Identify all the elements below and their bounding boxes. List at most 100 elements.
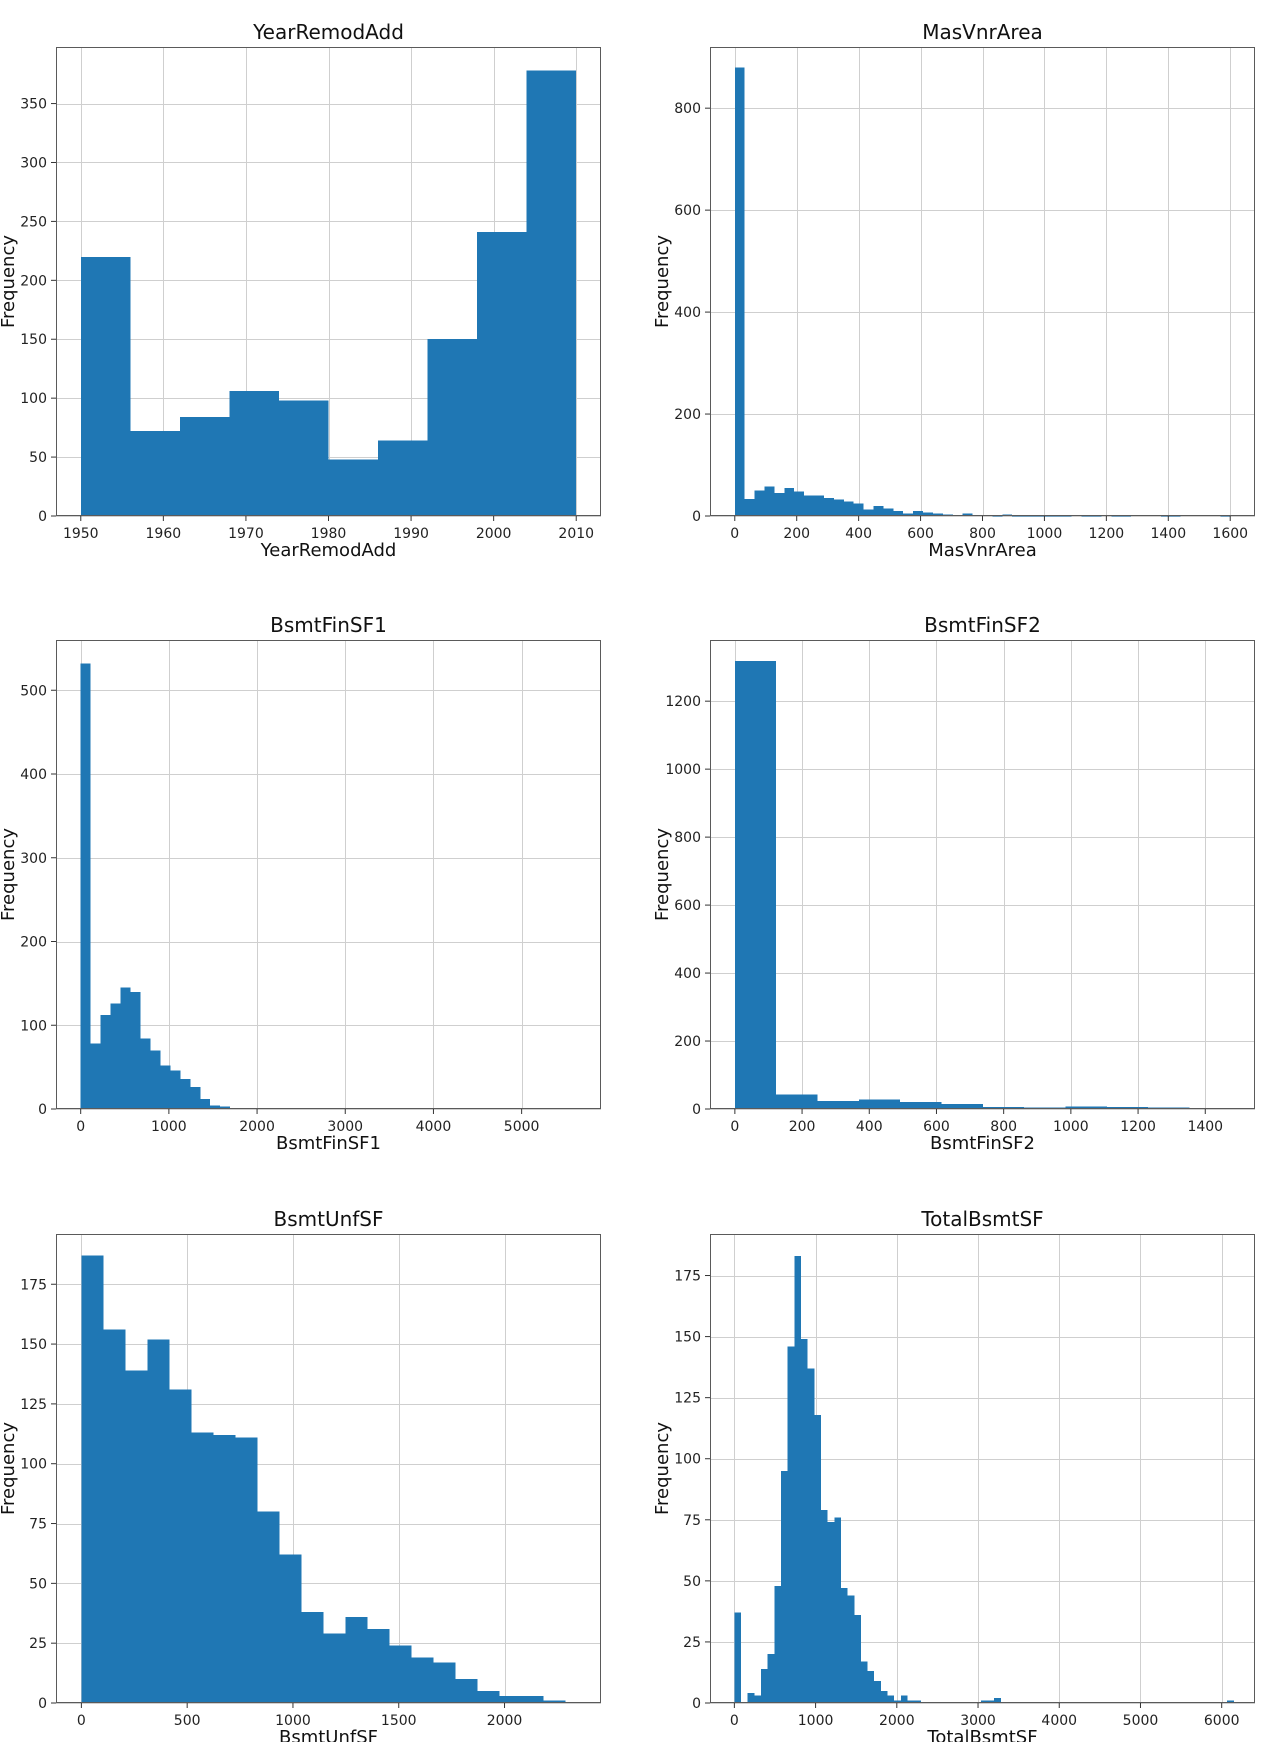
y-tick-label: 1000 xyxy=(665,762,701,778)
y-tick-label: 350 xyxy=(20,97,47,113)
histogram-bar xyxy=(834,1517,841,1703)
y-axis-label: Frequency xyxy=(652,235,673,328)
histogram-bar xyxy=(110,1003,121,1109)
y-tick-label: 25 xyxy=(29,1636,47,1652)
y-axis-label: Frequency xyxy=(652,1422,673,1515)
histogram-panel-BsmtFinSF2: 0 200 400 600 800 1000 1200 1400 0 200 400 600 800 10… xyxy=(652,613,1255,1154)
y-tick-label: 100 xyxy=(20,1018,47,1034)
histogram-bar xyxy=(235,1437,258,1703)
histogram-bar xyxy=(278,400,329,516)
histogram-bar xyxy=(794,491,805,516)
histogram-bar xyxy=(817,1101,859,1109)
histogram-bar xyxy=(190,1087,201,1109)
histogram-bar xyxy=(140,1038,151,1109)
histogram-bar xyxy=(455,1679,478,1703)
histogram-bar xyxy=(807,1368,815,1703)
y-tick-label: 800 xyxy=(674,101,701,117)
x-tick-label: 1970 xyxy=(228,526,264,542)
histogram-bar xyxy=(858,1099,901,1109)
x-tick-label: 200 xyxy=(783,526,810,542)
histogram-bar xyxy=(103,1329,126,1703)
histogram-bar xyxy=(780,1470,788,1703)
x-axis-label: BsmtFinSF2 xyxy=(930,1133,1035,1154)
histogram-bar xyxy=(853,503,864,516)
histogram-bar xyxy=(433,1662,456,1703)
x-tick-label: 1200 xyxy=(1120,1119,1156,1135)
histogram-bar xyxy=(761,1668,768,1703)
histogram-bar xyxy=(776,1094,818,1109)
histogram-panel-MasVnrArea: 0 200 400 600 800 1000 1200 1400 1600 0 200 400 600 8… xyxy=(652,20,1255,561)
y-tick-label: 150 xyxy=(20,1337,47,1353)
y-tick-label: 0 xyxy=(692,1102,701,1118)
histogram-panel-TotalBsmtSF: 0 1000 2000 3000 4000 5000 6000 0 25 50 75 100 125 15… xyxy=(652,1207,1255,1742)
x-tick-label: 1000 xyxy=(798,1713,834,1729)
x-tick-label: 4000 xyxy=(1041,1713,1077,1729)
histogram-bar xyxy=(257,1511,280,1703)
histogram-bar xyxy=(814,1414,821,1703)
x-tick-label: 1950 xyxy=(63,526,99,542)
histogram-bar xyxy=(367,1628,390,1703)
histogram-bar xyxy=(279,1554,302,1703)
plot-frame xyxy=(710,640,1255,1109)
histogram-bar xyxy=(200,1098,211,1109)
y-tick-label: 1200 xyxy=(665,694,701,710)
histogram-bar xyxy=(814,495,824,516)
histogram-bar xyxy=(80,663,91,1109)
histogram-bar xyxy=(913,510,924,516)
x-tick-label: 400 xyxy=(845,526,872,542)
x-tick-label: 1000 xyxy=(275,1713,311,1729)
histogram-bar xyxy=(734,67,745,517)
x-tick-label: 2000 xyxy=(487,1713,523,1729)
histogram-bar xyxy=(900,1101,942,1109)
histogram-bar xyxy=(1106,1106,1149,1109)
histogram-panel-BsmtUnfSF: 0 500 1000 1500 2000 0 25 50 75 100 125 150 175 BsmtU… xyxy=(0,1207,601,1742)
histogram-bar xyxy=(840,1588,848,1703)
histogram-bar xyxy=(147,1339,170,1703)
histogram-bar xyxy=(994,1698,1001,1703)
y-tick-label: 250 xyxy=(20,214,47,230)
x-tick-label: 1400 xyxy=(1150,526,1186,542)
histogram-bar xyxy=(179,417,230,516)
histogram-bar xyxy=(210,1105,221,1109)
x-tick-label: 1500 xyxy=(381,1713,417,1729)
histogram-bar xyxy=(744,499,755,516)
x-tick-label: 1980 xyxy=(311,526,347,542)
y-tick-label: 175 xyxy=(674,1269,701,1285)
x-axis-label: YearRemodAdd xyxy=(260,540,397,561)
chart-title: BsmtUnfSF xyxy=(273,1207,383,1231)
histogram-bar xyxy=(987,1700,995,1703)
histogram-bar xyxy=(345,1616,368,1703)
x-tick-label: 1400 xyxy=(1187,1119,1223,1135)
histogram-bar xyxy=(747,1693,755,1703)
histogram-bar xyxy=(100,1015,111,1109)
chart-title: YearRemodAdd xyxy=(252,20,404,44)
plot-frame xyxy=(56,47,601,516)
y-tick-label: 175 xyxy=(20,1277,47,1293)
histogram-bar xyxy=(843,501,854,516)
y-tick-label: 600 xyxy=(674,203,701,219)
x-tick-label: 2000 xyxy=(239,1119,275,1135)
plot-frame xyxy=(56,640,601,1109)
histogram-bar xyxy=(130,431,180,516)
x-tick-label: 200 xyxy=(789,1119,816,1135)
histogram-bar xyxy=(499,1695,522,1703)
histogram-bar xyxy=(827,1522,835,1703)
histogram-bar xyxy=(120,987,131,1109)
histogram-bar xyxy=(80,256,131,516)
histogram-bar xyxy=(774,1585,781,1703)
y-tick-label: 600 xyxy=(674,898,701,914)
y-tick-label: 0 xyxy=(38,1102,47,1118)
x-tick-label: 1600 xyxy=(1212,526,1248,542)
histogram-bar xyxy=(923,512,933,516)
histogram-bar xyxy=(170,1070,181,1109)
y-tick-label: 500 xyxy=(20,683,47,699)
x-tick-label: 4000 xyxy=(416,1119,452,1135)
histogram-bar xyxy=(521,1695,544,1703)
histogram-panel-BsmtFinSF1: 0 1000 2000 3000 4000 5000 0 100 200 300 400 500 Bsm… xyxy=(0,613,601,1154)
y-tick-label: 400 xyxy=(20,767,47,783)
histogram-bar xyxy=(893,510,904,516)
plot-frame xyxy=(710,1234,1255,1703)
x-tick-label: 0 xyxy=(730,1119,739,1135)
histogram-bar xyxy=(980,1700,988,1703)
y-tick-label: 100 xyxy=(20,391,47,407)
